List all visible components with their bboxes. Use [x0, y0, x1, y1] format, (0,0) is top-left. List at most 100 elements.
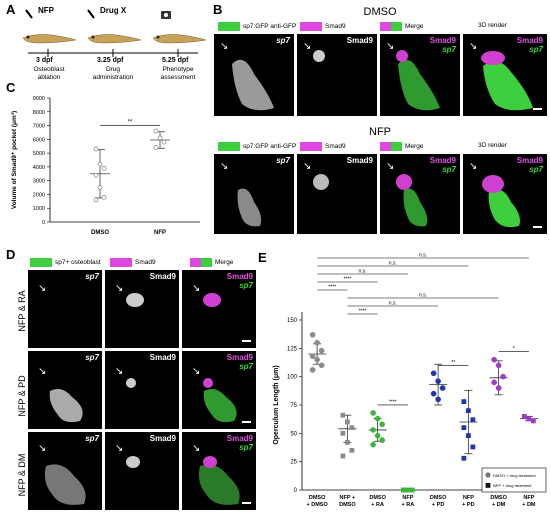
- data-point: [465, 408, 471, 414]
- data-point: [521, 413, 527, 419]
- ra-smad9-image: Smad9 ↘: [105, 270, 179, 348]
- data-point: [465, 433, 471, 438]
- data-point: [370, 427, 376, 433]
- data-point: [435, 396, 441, 403]
- dmso-3d-render-image: Smad9 sp7 ↘: [463, 34, 547, 116]
- significance-label: n.s.: [389, 261, 397, 267]
- arrow-icon: ↘: [386, 161, 395, 172]
- panel-b-legend-green: sp7:GFP anti-GFP: [218, 22, 296, 31]
- data-point: [370, 441, 376, 448]
- significance-label: **: [128, 120, 133, 126]
- arrow-icon: ↘: [303, 161, 312, 172]
- data-point: [500, 373, 506, 380]
- row-label-dm: NFP & DM: [17, 453, 27, 497]
- data-point: [530, 418, 536, 424]
- ra-sp7-image: sp7 ↘: [28, 270, 102, 348]
- panel-b-legend-merge: Merge: [380, 22, 423, 31]
- data-point: [461, 399, 467, 404]
- arrow-icon: ↘: [38, 366, 47, 377]
- data-point: [409, 487, 415, 493]
- dm-merge-image: Smad9 sp7 ↘: [182, 432, 256, 510]
- data-point: [374, 415, 381, 422]
- pd-sp7-image: sp7 ↘: [28, 351, 102, 429]
- timeline-step-1-icon-label: NFP: [38, 6, 54, 15]
- y-tick-label: 3000: [33, 179, 45, 185]
- x-tick-label: DMSO: [490, 495, 507, 501]
- legend-marker-square: [485, 483, 491, 488]
- data-point: [101, 165, 107, 171]
- data-point: [379, 421, 385, 428]
- merge-swatch: [190, 258, 212, 267]
- arrow-icon: ↘: [38, 443, 47, 454]
- nfp-merge-image: Smad9 sp7 ↘: [380, 154, 460, 234]
- arrow-icon: ↘: [115, 366, 124, 377]
- arrow-icon: ↘: [192, 283, 201, 294]
- arrow-icon: ↘: [220, 41, 229, 52]
- significance-label: n.s.: [419, 293, 427, 299]
- panel-c-chart: 0 1000 2000 3000 4000 5000 6000 7000 8000 9000 Vol…: [11, 96, 200, 236]
- y-tick-label: 5000: [33, 151, 45, 157]
- arrow-icon: ↘: [192, 366, 201, 377]
- nfp-smad9-image: Smad9 ↘: [297, 154, 377, 234]
- scale-bar: [242, 421, 251, 423]
- timeline-step-3-day: 5.25 dpf: [162, 57, 189, 64]
- pd-smad9-image: Smad9 ↘: [105, 351, 179, 429]
- data-point: [309, 331, 316, 338]
- y-axis-label: Volume of Smad9⁺ pocket (μm³): [11, 111, 18, 209]
- y-tick-label: 100: [287, 375, 298, 381]
- dmso-sp7-image: sp7 ↘: [214, 34, 294, 116]
- panel-e-chart: 0 25 50 75 100 125 150 Operculum Length (μm) DMS…: [273, 253, 547, 508]
- data-point: [314, 356, 320, 363]
- row-label-ra: NFP & RA: [17, 290, 27, 332]
- green-swatch: [30, 258, 52, 267]
- x-tick-label: + DMSO: [307, 502, 329, 508]
- significance-label: n.s.: [358, 269, 366, 275]
- x-tick-label: + PD: [432, 502, 444, 508]
- panel-label-a: A: [6, 2, 16, 17]
- x-tick-label: DMSO: [309, 495, 326, 501]
- data-point: [526, 416, 532, 421]
- data-point: [318, 347, 325, 354]
- dmso-smad9-image: Smad9 ↘: [297, 34, 377, 116]
- timeline-step-1-day: 3 dpf: [36, 57, 53, 64]
- panel-d-legend-magenta: Smad9: [110, 258, 156, 267]
- panel-d-legend-green: sp7+ osteoblast: [30, 258, 101, 267]
- data-point: [97, 185, 103, 190]
- y-tick-label: 2000: [33, 192, 45, 198]
- timeline-step-1-desc: Osteoblast ablation: [33, 66, 65, 81]
- merge-swatch: [380, 142, 402, 151]
- data-point: [153, 128, 159, 134]
- arrow-icon: ↘: [469, 161, 478, 172]
- data-point: [374, 432, 381, 439]
- y-axis-label: Operculum Length (μm): [273, 365, 280, 444]
- y-tick-label: 150: [287, 318, 298, 324]
- legend-label: NFP + drug treatment: [493, 483, 532, 488]
- y-tick-label: 6000: [33, 137, 45, 143]
- nfp-sp7-image: sp7 ↘: [214, 154, 294, 234]
- scale-bar: [242, 340, 251, 342]
- y-tick-label: 1000: [33, 206, 45, 212]
- data-point: [379, 437, 385, 443]
- legend-box: [481, 467, 547, 493]
- data-point: [461, 455, 467, 461]
- panel-label-d: D: [6, 247, 16, 262]
- panel-b: DMSO sp7:GFP anti-GFP Smad9 Merge 3D ren…: [210, 0, 550, 240]
- panel-b-nfp-legend-merge: Merge: [380, 142, 423, 151]
- data-point: [439, 385, 446, 391]
- x-tick-label: + RA: [402, 502, 415, 508]
- arrow-icon: ↘: [469, 41, 478, 52]
- row-label-pd: NFP & PD: [17, 375, 27, 417]
- x-tick-label: NFP: [463, 495, 474, 501]
- data-point: [309, 353, 316, 360]
- data-point: [430, 390, 437, 397]
- panel-b-legend-render: 3D render: [478, 22, 507, 29]
- scale-bar: [242, 502, 251, 504]
- data-point: [370, 410, 376, 416]
- legend-marker-circle: [485, 472, 491, 478]
- data-point: [340, 453, 346, 459]
- data-point: [93, 146, 99, 152]
- significance-label: ****: [389, 399, 397, 405]
- x-tick-label: + DM: [492, 502, 506, 508]
- arrow-icon: ↘: [386, 41, 395, 52]
- x-tick-label: NFP: [523, 495, 534, 501]
